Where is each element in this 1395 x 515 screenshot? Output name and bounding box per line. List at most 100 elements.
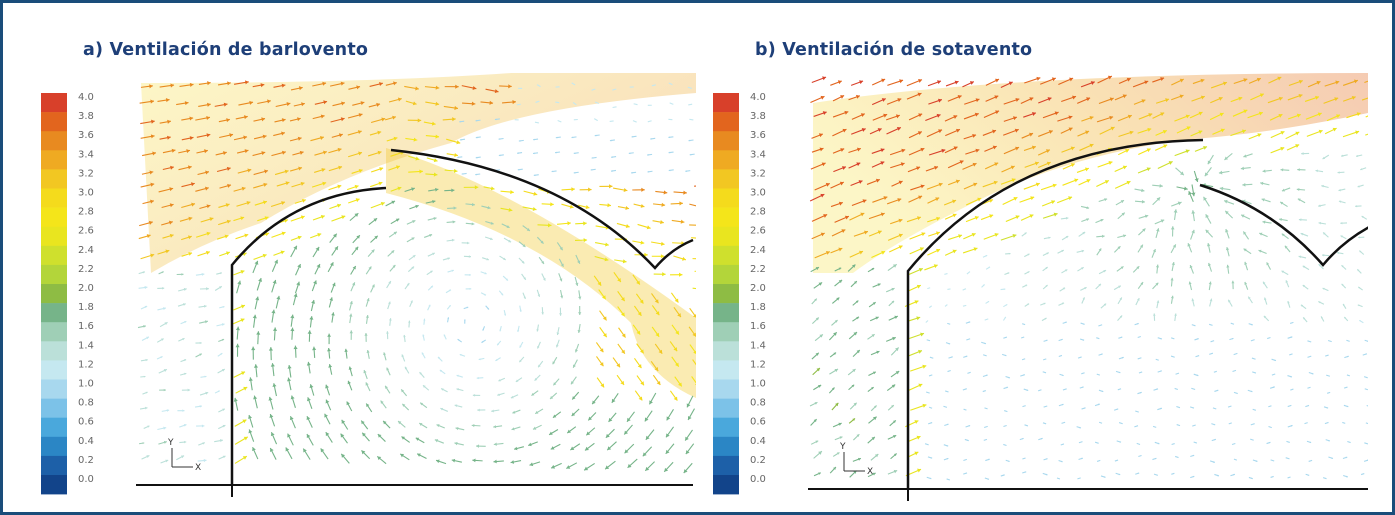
flow-vector-arrow — [559, 289, 564, 299]
flow-vector-arrow — [1058, 403, 1064, 407]
flow-vector-arrow — [1022, 457, 1026, 460]
flow-vector-arrow — [158, 187, 174, 193]
flow-vector-arrow — [552, 411, 562, 419]
colorbar-tick-label: 1.0 — [750, 379, 766, 390]
flow-vector-arrow — [199, 320, 209, 324]
flow-vector-arrow — [427, 216, 437, 221]
flow-vector-arrow — [1138, 148, 1151, 156]
flow-vector-arrow — [233, 216, 245, 222]
flow-vector-arrow — [1304, 95, 1320, 102]
flow-vector-arrow — [1137, 244, 1144, 253]
flow-vector-arrow — [606, 441, 617, 451]
colorbar-tick-label: 3.2 — [750, 168, 766, 179]
flow-vector-arrow — [142, 151, 157, 157]
flow-vector-arrow — [1117, 234, 1127, 239]
flow-vector-arrow — [624, 443, 635, 454]
flow-vector-arrow — [138, 271, 146, 275]
flow-vector-arrow — [981, 199, 994, 205]
flow-vector-arrow — [665, 443, 675, 455]
flow-vector-arrow — [1230, 322, 1235, 325]
flow-vector-arrow — [533, 174, 539, 177]
flow-vector-arrow — [1357, 304, 1363, 308]
flow-vector-arrow — [422, 334, 425, 341]
flow-vector-arrow — [463, 255, 472, 258]
flow-vector-arrow — [906, 349, 923, 358]
flow-vector-arrow — [1137, 281, 1144, 290]
flow-vector-arrow — [655, 190, 668, 195]
flow-vector-arrow — [867, 472, 876, 478]
flow-vector-arrow — [290, 327, 295, 340]
flow-vector-arrow — [235, 386, 248, 394]
flow-vector-arrow — [370, 117, 386, 124]
flow-vector-arrow — [404, 187, 415, 193]
flow-vector-arrow — [1155, 264, 1160, 274]
flow-vector-arrow — [1262, 281, 1268, 289]
flow-vector-arrow — [834, 436, 843, 441]
flow-vector-arrow — [1361, 215, 1368, 220]
flow-vector-arrow — [495, 357, 501, 362]
flow-vector-arrow — [181, 182, 195, 188]
flow-vector-arrow — [1138, 228, 1146, 236]
flow-vector-arrow — [829, 368, 839, 375]
flow-vector-arrow — [287, 433, 294, 446]
flow-vector-arrow — [309, 316, 314, 328]
flow-vector-arrow — [1262, 169, 1272, 173]
flow-vector-arrow — [868, 212, 885, 220]
flow-vector-arrow — [382, 420, 391, 429]
flow-vector-arrow — [868, 301, 876, 308]
flow-vector-arrow — [1346, 339, 1350, 342]
flow-vector-arrow — [910, 403, 927, 411]
flow-vector-arrow — [312, 81, 327, 87]
flow-vector-arrow — [425, 172, 438, 177]
flow-vector-arrow — [1062, 388, 1067, 391]
flow-vector-arrow — [1003, 386, 1009, 390]
flow-vector-arrow — [350, 265, 357, 275]
flow-vector-arrow — [289, 136, 302, 142]
flow-vector-arrow — [813, 472, 821, 477]
flow-vector-arrow — [162, 233, 174, 239]
flow-vector-arrow — [340, 433, 348, 444]
flow-vector-arrow — [637, 223, 651, 230]
flow-vector-arrow — [179, 216, 193, 222]
flow-vector-arrow — [196, 149, 208, 154]
flow-vector-arrow — [1347, 440, 1351, 444]
flow-vector-arrow — [910, 184, 925, 191]
flow-vector-arrow — [1118, 130, 1134, 138]
flow-vector-arrow — [218, 408, 226, 413]
flow-vector-arrow — [962, 162, 977, 170]
flow-vector-arrow — [872, 113, 888, 121]
flow-vector-arrow — [1024, 424, 1029, 427]
flow-vector-arrow — [481, 205, 491, 210]
flow-vector-arrow — [650, 137, 656, 140]
flow-vector-arrow — [964, 438, 969, 442]
colorbar-swatch — [41, 93, 67, 113]
flow-vector-arrow — [927, 216, 941, 223]
flow-vector-arrow — [591, 156, 597, 159]
flow-vector-arrow — [927, 287, 931, 290]
flow-vector-arrow — [1098, 324, 1103, 327]
flow-vector-arrow — [614, 259, 627, 264]
flow-vector-arrow — [689, 344, 696, 355]
flow-vector-arrow — [1223, 199, 1235, 205]
flow-vector-arrow — [1341, 264, 1347, 270]
flow-vector-arrow — [199, 287, 209, 291]
flow-vector-arrow — [536, 324, 540, 332]
flow-vector-arrow — [1155, 358, 1159, 361]
flow-vector-arrow — [891, 180, 903, 187]
flow-vector-arrow — [216, 234, 229, 240]
flow-vector-arrow — [314, 100, 328, 105]
flow-vector-arrow — [887, 233, 903, 241]
flow-vector-arrow — [1230, 96, 1243, 103]
flow-vector-arrow — [499, 325, 502, 332]
flow-vector-arrow — [194, 405, 202, 408]
flow-vector-arrow — [1058, 459, 1063, 463]
flow-vector-arrow — [1096, 373, 1101, 376]
flow-vector-arrow — [324, 413, 331, 425]
flow-vector-arrow — [1095, 218, 1104, 224]
flow-vector-arrow — [1080, 322, 1085, 325]
flow-vector-arrow — [1077, 130, 1090, 137]
flow-vector-arrow — [1157, 370, 1163, 373]
flow-vector-arrow — [376, 455, 387, 465]
flow-vector-arrow — [927, 80, 942, 87]
flow-vector-arrow — [177, 409, 185, 412]
